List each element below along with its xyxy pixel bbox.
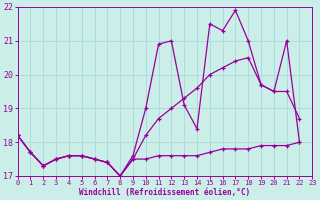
X-axis label: Windchill (Refroidissement éolien,°C): Windchill (Refroidissement éolien,°C) [79, 188, 251, 197]
